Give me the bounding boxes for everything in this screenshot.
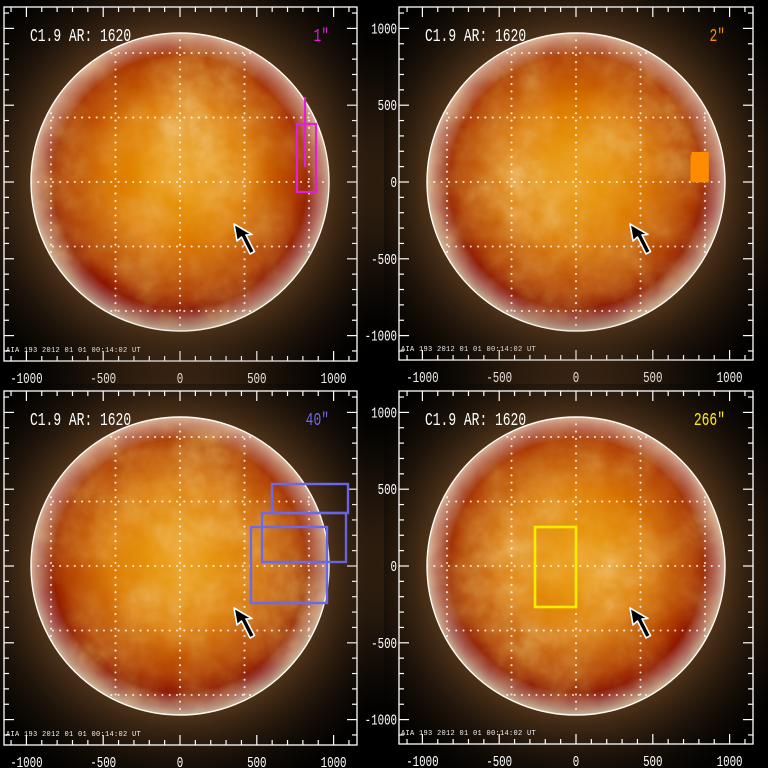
- svg-text:1000: 1000: [371, 405, 397, 422]
- svg-text:500: 500: [378, 98, 398, 115]
- svg-text:-1000: -1000: [406, 753, 438, 768]
- svg-text:0: 0: [573, 753, 580, 768]
- svg-text:0: 0: [177, 754, 184, 768]
- svg-text:-1000: -1000: [10, 754, 42, 768]
- svg-text:0: 0: [391, 174, 398, 191]
- svg-text:1000: 1000: [371, 21, 397, 38]
- svg-text:-500: -500: [371, 635, 397, 652]
- svg-text:-500: -500: [486, 753, 512, 768]
- svg-text:1000: 1000: [321, 754, 347, 768]
- svg-text:-500: -500: [90, 754, 116, 768]
- svg-text:500: 500: [247, 754, 267, 768]
- svg-text:0: 0: [391, 558, 398, 575]
- svg-text:-1000: -1000: [365, 712, 397, 729]
- svg-text:-1000: -1000: [365, 328, 397, 345]
- svg-text:500: 500: [643, 753, 663, 768]
- svg-text:-500: -500: [371, 251, 397, 268]
- svg-text:500: 500: [378, 482, 398, 499]
- svg-text:1000: 1000: [717, 753, 743, 768]
